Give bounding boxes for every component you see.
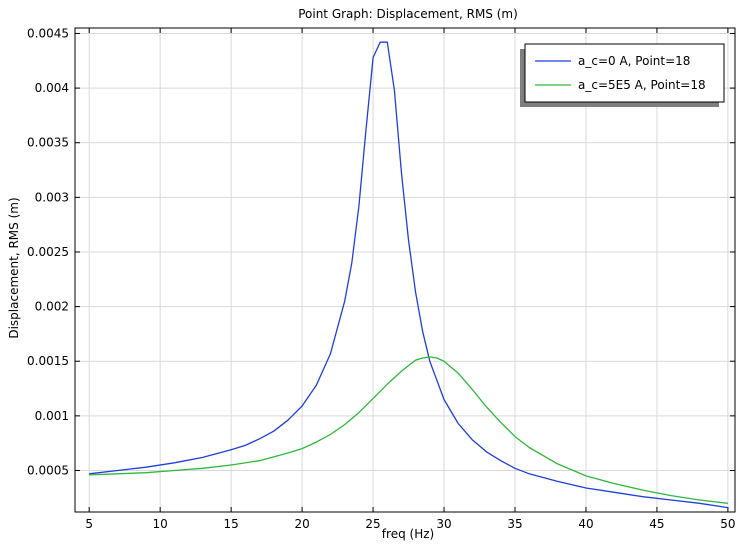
legend-label-2: a_c=5E5 A, Point=18 bbox=[578, 78, 706, 92]
legend: a_c=0 A, Point=18 a_c=5E5 A, Point=18 bbox=[520, 43, 725, 107]
y-tick-label: 0.0025 bbox=[27, 245, 69, 259]
x-tick-label: 30 bbox=[436, 517, 451, 531]
series-lines bbox=[89, 41, 728, 509]
x-tick-label: 10 bbox=[153, 517, 168, 531]
y-tick-label: 0.002 bbox=[35, 300, 69, 314]
x-tick-label: 20 bbox=[294, 517, 309, 531]
y-axis-title: Displacement, RMS (m) bbox=[7, 197, 21, 338]
x-tick-label: 25 bbox=[365, 517, 380, 531]
y-tick-label: 0.0045 bbox=[27, 26, 69, 40]
series-line-2 bbox=[89, 356, 728, 504]
x-axis-title: freq (Hz) bbox=[382, 527, 434, 541]
x-tick-label: 35 bbox=[507, 517, 522, 531]
legend-label-1: a_c=0 A, Point=18 bbox=[578, 54, 690, 68]
y-tick-label: 0.0035 bbox=[27, 136, 69, 150]
legend-box bbox=[524, 43, 725, 103]
plot-frame bbox=[74, 27, 736, 513]
x-tick-label: 5 bbox=[85, 517, 93, 531]
series-line-1 bbox=[89, 41, 728, 509]
y-tick-label: 0.003 bbox=[35, 190, 69, 204]
y-tick-label: 0.0005 bbox=[27, 463, 69, 477]
y-tick-label: 0.001 bbox=[35, 409, 69, 423]
axis-ticks: 5 10 15 20 25 30 35 40 45 50 0.0005 0.001 0.0015 0.00… bbox=[27, 26, 736, 531]
grid-lines bbox=[75, 28, 735, 512]
x-tick-label: 50 bbox=[720, 517, 735, 531]
x-tick-label: 15 bbox=[223, 517, 238, 531]
chart-title: Point Graph: Displacement, RMS (m) bbox=[298, 7, 518, 21]
x-tick-label: 40 bbox=[578, 517, 593, 531]
y-tick-label: 0.004 bbox=[35, 81, 69, 95]
x-tick-label: 45 bbox=[649, 517, 664, 531]
y-tick-label: 0.0015 bbox=[27, 354, 69, 368]
